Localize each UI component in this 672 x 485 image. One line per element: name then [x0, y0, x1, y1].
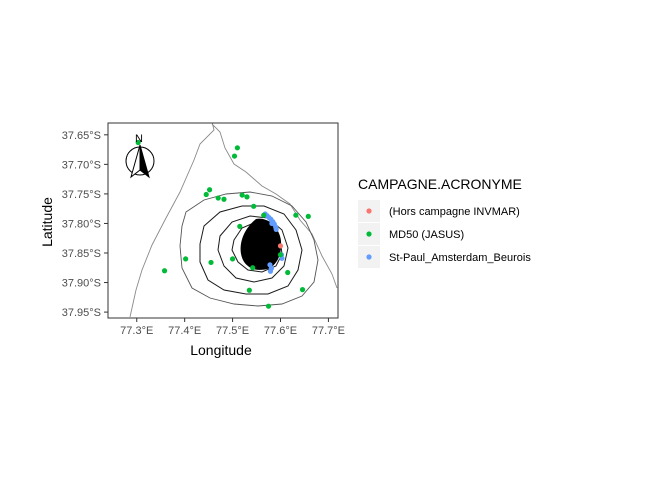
data-point: [244, 194, 250, 200]
bathymetry-contour-4: [179, 191, 319, 307]
data-point: [221, 196, 227, 202]
data-point: [229, 256, 236, 262]
y-axis: 37.65°S 37.70°S 37.75°S 37.80°S 37.85°S 37.90…: [62, 130, 108, 319]
legend-label: MD50 (JASUS): [389, 229, 464, 241]
y-tick-label: 37.80°S: [62, 218, 101, 230]
data-point: [299, 287, 306, 293]
plot-border: [107, 122, 339, 319]
data-point: [183, 256, 189, 262]
island-shape: [240, 218, 282, 270]
legend-key: [366, 254, 372, 260]
plot-background: [108, 123, 338, 318]
data-point: [246, 287, 252, 293]
data-point: [305, 213, 311, 219]
bathymetry-contour-outer: [129, 123, 338, 318]
data-point: [208, 259, 214, 266]
data-point: [269, 220, 275, 227]
x-axis: 77.3°E 77.4°E 77.5°E 77.6°E 77.7°E: [120, 318, 345, 337]
x-axis-title: Longitude: [190, 342, 252, 358]
data-point: [277, 243, 284, 249]
data-point: [267, 268, 274, 274]
data-point: [237, 223, 243, 230]
data-point: [215, 195, 221, 201]
data-point: [250, 265, 256, 271]
y-axis-title: Latitude: [39, 197, 55, 247]
legend: CAMPAGNE.ACRONYME (Hors campagne INVMAR)…: [358, 176, 531, 268]
plot-panel: [107, 122, 339, 319]
legend-title: CAMPAGNE.ACRONYME: [358, 176, 522, 192]
y-tick-label: 37.70°S: [62, 159, 101, 171]
legend-key: [366, 231, 372, 237]
points-layer: [135, 139, 311, 309]
data-point: [265, 303, 272, 309]
y-tick-label: 37.95°S: [62, 307, 101, 319]
y-tick-label: 37.65°S: [62, 130, 101, 142]
legend-label: St-Paul_Amsterdam_Beurois: [389, 252, 531, 264]
y-tick-label: 37.90°S: [62, 278, 101, 290]
data-point: [285, 269, 291, 276]
data-point: [273, 226, 279, 232]
data-point: [203, 191, 209, 198]
legend-key: [366, 208, 372, 214]
x-tick-label: 77.7°E: [312, 325, 345, 337]
data-point: [135, 139, 141, 146]
data-point: [206, 187, 213, 193]
bathymetry-contour-2: [217, 215, 289, 283]
x-tick-label: 77.5°E: [216, 325, 249, 337]
north-arrow: N: [125, 133, 155, 179]
data-point: [277, 252, 284, 258]
x-tick-label: 77.6°E: [264, 325, 297, 337]
legend-entries: (Hors campagne INVMAR) MD50 (JASUS) St-Pau…: [358, 200, 531, 268]
data-point: [261, 212, 267, 218]
data-point: [231, 153, 238, 159]
data-point: [234, 145, 240, 151]
data-point: [293, 212, 299, 218]
data-point: [251, 203, 257, 209]
data-point: [161, 268, 168, 274]
y-tick-label: 37.85°S: [62, 248, 101, 260]
data-point: [239, 192, 245, 198]
x-tick-label: 77.4°E: [168, 325, 201, 337]
legend-label: (Hors campagne INVMAR): [389, 206, 520, 218]
x-tick-label: 77.3°E: [120, 325, 153, 337]
north-arrow-label: N: [135, 133, 143, 145]
y-tick-label: 37.75°S: [62, 189, 101, 201]
north-arrow-right: [139, 144, 150, 179]
